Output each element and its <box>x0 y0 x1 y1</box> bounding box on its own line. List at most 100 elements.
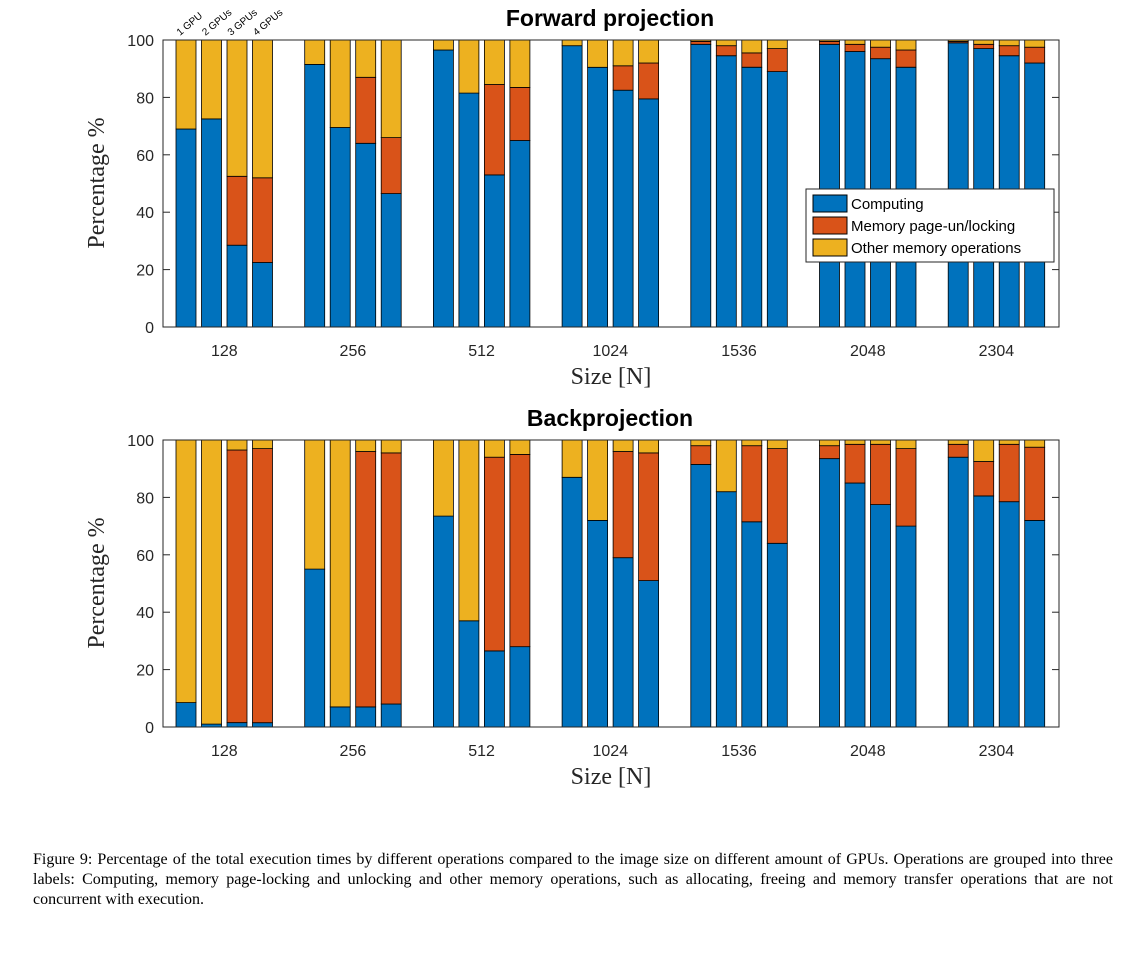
x-tick-label: 2304 <box>979 343 1015 360</box>
bar-other-256-gpu4 <box>380 439 402 454</box>
bar-other-512-gpu4 <box>509 439 531 455</box>
bar-locking-2304-gpu4 <box>1024 446 1046 521</box>
bar-other-256-gpu3 <box>355 439 377 452</box>
x-tick-label: 128 <box>211 743 238 760</box>
bar-locking-2304-gpu2 <box>973 461 995 497</box>
y-tick-label: 20 <box>136 263 154 280</box>
bar-computing-2304-gpu2 <box>973 495 995 728</box>
bar-other-2304-gpu4 <box>1024 39 1046 48</box>
bar-other-1024-gpu3 <box>612 439 634 452</box>
bar-computing-128-gpu4 <box>252 261 273 328</box>
bar-computing-1536-gpu1 <box>690 463 712 728</box>
bar-computing-128-gpu3 <box>226 244 248 328</box>
bar-other-512-gpu1 <box>432 39 454 51</box>
x-tick-label: 2048 <box>850 343 886 360</box>
bar-locking-2304-gpu1 <box>947 443 969 458</box>
bar-locking-2048-gpu4 <box>895 49 917 68</box>
bar-other-1536-gpu4 <box>766 439 788 450</box>
bar-group <box>175 39 1046 328</box>
bar-locking-2048-gpu3 <box>870 46 891 60</box>
bar-other-2048-gpu1 <box>819 439 840 447</box>
chart-title: Backprojection <box>527 405 693 431</box>
bar-other-1024-gpu1 <box>561 439 583 478</box>
bar-other-128-gpu2 <box>201 39 222 120</box>
x-tick-label: 512 <box>468 743 495 760</box>
legend: Computing Memory page-un/locking Other m… <box>805 188 1055 263</box>
bar-computing-1536-gpu3 <box>741 521 763 728</box>
x-tick-label: 256 <box>340 743 367 760</box>
bar-locking-512-gpu4 <box>509 453 531 648</box>
bar-locking-1024-gpu4 <box>638 452 659 581</box>
legend-label-locking: Memory page-un/locking <box>851 218 1015 235</box>
bar-locking-256-gpu3 <box>355 451 377 708</box>
bar-other-512-gpu1 <box>432 439 454 517</box>
y-tick-label: 60 <box>136 548 154 565</box>
bar-computing-128-gpu2 <box>201 118 222 328</box>
bar-computing-1024-gpu2 <box>587 520 608 728</box>
legend-swatch-other <box>812 238 848 257</box>
bar-other-2048-gpu2 <box>844 439 866 445</box>
bar-locking-1024-gpu4 <box>638 62 659 100</box>
bar-computing-1024-gpu3 <box>612 557 634 728</box>
legend-swatch-computing <box>812 194 848 213</box>
bar-computing-2048-gpu2 <box>844 482 866 728</box>
x-tick-label: 1024 <box>593 743 629 760</box>
bar-other-2048-gpu3 <box>870 439 891 445</box>
bar-computing-512-gpu4 <box>509 139 531 328</box>
bar-computing-128-gpu1 <box>175 702 197 728</box>
bar-computing-1024-gpu4 <box>638 98 659 328</box>
bar-other-256-gpu2 <box>329 39 351 128</box>
bar-other-2048-gpu2 <box>844 39 866 45</box>
bar-other-2048-gpu3 <box>870 39 891 48</box>
x-tick-label: 512 <box>468 343 495 360</box>
bar-other-128-gpu2 <box>201 439 222 725</box>
bar-computing-512-gpu3 <box>483 174 505 328</box>
bar-other-256-gpu2 <box>329 439 351 708</box>
bar-computing-128-gpu1 <box>175 128 197 328</box>
bar-computing-256-gpu2 <box>329 706 351 728</box>
bar-computing-512-gpu2 <box>458 620 480 728</box>
bar-computing-1536-gpu1 <box>690 43 712 328</box>
bar-other-256-gpu4 <box>380 39 402 138</box>
y-tick-label: 40 <box>136 605 154 622</box>
bar-computing-1536-gpu2 <box>715 491 737 728</box>
bar-computing-256-gpu1 <box>304 568 326 728</box>
y-tick-label: 60 <box>136 148 154 165</box>
y-tick-label: 100 <box>127 433 154 450</box>
bar-other-512-gpu4 <box>509 39 531 88</box>
bar-other-1536-gpu3 <box>741 439 763 447</box>
x-ticks: 128 256 512 1024 1536 2048 2304 <box>211 343 1014 360</box>
bar-other-2304-gpu1 <box>947 439 969 445</box>
bar-computing-1024-gpu1 <box>561 45 583 328</box>
bar-computing-256-gpu4 <box>380 193 402 328</box>
bar-other-2304-gpu2 <box>973 439 995 462</box>
bar-locking-1536-gpu4 <box>766 448 788 544</box>
bar-other-2048-gpu4 <box>895 439 917 450</box>
bar-other-256-gpu1 <box>304 39 326 65</box>
bar-computing-2048-gpu1 <box>819 43 840 328</box>
bar-computing-2048-gpu4 <box>895 525 917 728</box>
y-tick-label: 20 <box>136 663 154 680</box>
bar-computing-1536-gpu3 <box>741 66 763 328</box>
bar-locking-2304-gpu3 <box>998 443 1020 503</box>
bar-locking-512-gpu3 <box>483 84 505 176</box>
bar-computing-128-gpu4 <box>252 722 273 728</box>
y-tick-label: 100 <box>127 33 154 50</box>
bar-other-1024-gpu2 <box>587 39 608 68</box>
bar-other-1536-gpu2 <box>715 39 737 47</box>
bar-locking-1536-gpu1 <box>690 445 712 465</box>
bar-locking-2048-gpu1 <box>819 41 840 45</box>
bar-computing-2304-gpu1 <box>947 42 969 328</box>
bar-other-1024-gpu2 <box>587 439 608 521</box>
x-tick-label: 128 <box>211 343 238 360</box>
bar-computing-2304-gpu1 <box>947 456 969 728</box>
bar-computing-2048-gpu3 <box>870 504 891 728</box>
bar-computing-512-gpu3 <box>483 650 505 728</box>
bar-computing-128-gpu3 <box>226 722 248 728</box>
x-tick-label: 256 <box>340 343 367 360</box>
bar-computing-1024-gpu3 <box>612 89 634 328</box>
x-ticks: 128 256 512 1024 1536 2048 2304 <box>211 743 1014 760</box>
bar-other-128-gpu4 <box>252 439 273 450</box>
x-axis-label: Size [N] <box>571 364 652 390</box>
